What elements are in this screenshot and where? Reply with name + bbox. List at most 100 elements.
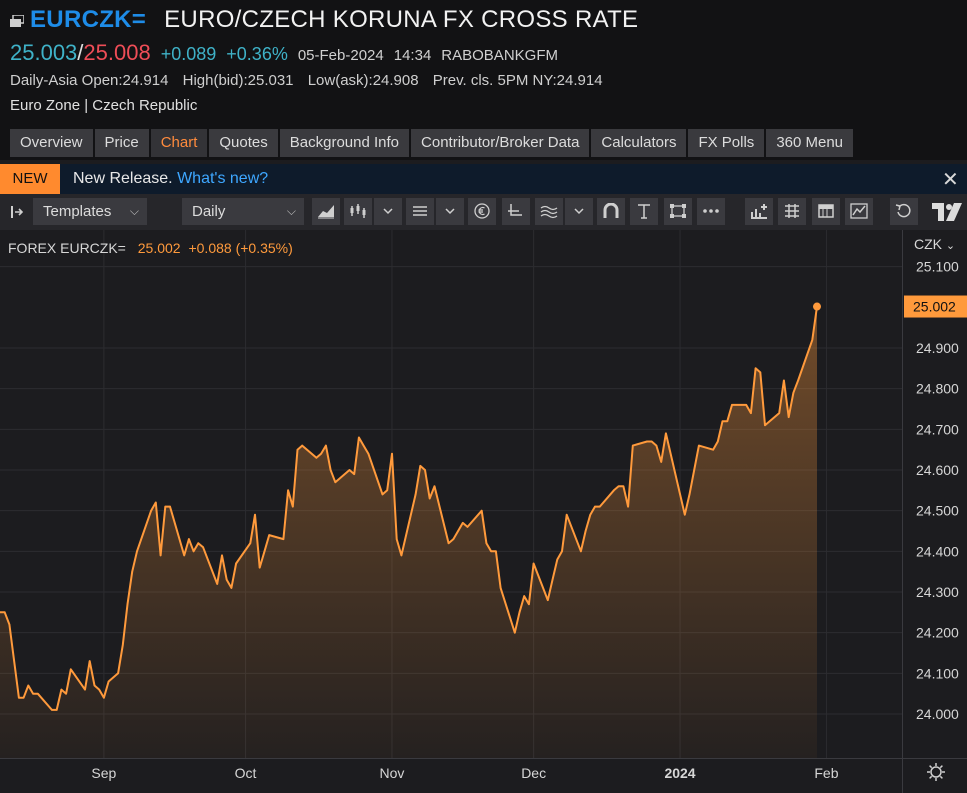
tab-price[interactable]: Price [94, 129, 149, 157]
chart-type-button[interactable] [312, 198, 340, 225]
magnet-icon [603, 202, 619, 218]
tab-contributor-broker-data[interactable]: Contributor/Broker Data [411, 129, 590, 157]
y-tick-label: 24.500 [916, 503, 959, 519]
data-point [528, 603, 530, 605]
data-point [150, 509, 152, 512]
legend-change: +0.088 (+0.35%) [188, 240, 293, 256]
data-point [688, 493, 691, 496]
tab-overview[interactable]: Overview [10, 129, 93, 157]
ric-code[interactable]: EURCZK= [30, 6, 147, 33]
legend-last-value: 25.002 [137, 240, 181, 256]
waves-icon [540, 205, 558, 219]
axes: 24.000 24.100 24.200 24.300 24.400 24.500 24.6… [0, 230, 967, 793]
tab-quotes[interactable]: Quotes [209, 129, 278, 157]
overlay-dropdown[interactable] [374, 198, 402, 225]
data-point [225, 579, 228, 581]
more-button[interactable] [697, 198, 725, 225]
price-chart[interactable]: 24.000 24.100 24.200 24.300 24.400 24.500 24.6… [0, 230, 967, 793]
data-point [37, 692, 39, 695]
data-point [655, 444, 658, 447]
data-point [414, 493, 417, 496]
data-point [8, 623, 11, 626]
studies-dropdown[interactable] [436, 198, 464, 225]
high-bid: High(bid):25.031 [182, 72, 294, 89]
tab-calculators[interactable]: Calculators [591, 129, 687, 157]
interval-dropdown[interactable]: Daily ⌵ [182, 198, 304, 225]
data-point [296, 448, 299, 451]
data-point [547, 599, 549, 601]
data-point [55, 709, 58, 711]
banner-message: New Release. What's new? [73, 170, 268, 188]
data-point [51, 709, 53, 711]
overlay-button[interactable] [344, 198, 372, 225]
series-area [0, 306, 817, 758]
data-point [693, 469, 695, 471]
tab-background-info[interactable]: Background Info [279, 129, 410, 157]
templates-dropdown[interactable]: Templates ⌵ [33, 198, 147, 225]
window-icon[interactable] [10, 15, 24, 27]
add-chart-button[interactable] [745, 198, 773, 225]
magnet-button[interactable] [597, 198, 625, 225]
bid-ask-separator: / [77, 40, 84, 65]
data-point [282, 538, 285, 540]
data-point [745, 404, 747, 406]
layout-button[interactable] [812, 198, 840, 225]
data-point [452, 538, 455, 540]
y-tick-label: 24.400 [916, 543, 959, 559]
data-point [249, 542, 252, 544]
data-point [230, 587, 233, 589]
data-point [523, 595, 525, 597]
text-tool-button[interactable] [630, 198, 658, 225]
data-point [712, 448, 714, 451]
currency-selector[interactable]: CZK ⌄ [914, 236, 955, 252]
data-point [70, 668, 72, 671]
data-point [561, 550, 563, 553]
y-tick-label: 24.800 [916, 381, 959, 397]
data-point [216, 583, 218, 585]
y-tick-label: 24.700 [916, 421, 959, 437]
data-point [731, 404, 733, 406]
data-point [400, 554, 403, 557]
data-point [159, 554, 162, 557]
drawing-tools-button[interactable] [535, 198, 563, 225]
data-point [797, 379, 799, 382]
stats-row: Daily-Asia Open:24.914 High(bid):25.031 … [10, 72, 613, 89]
y-tick-label: 24.200 [916, 625, 959, 641]
x-tick-label: 2024 [664, 765, 695, 781]
currency-button[interactable] [468, 198, 496, 225]
data-point [93, 684, 96, 687]
data-point [292, 505, 294, 508]
data-point [787, 416, 790, 418]
collapse-panel-icon[interactable] [10, 205, 24, 219]
close-icon[interactable]: ✕ [942, 169, 959, 191]
settings-icon[interactable] [926, 762, 946, 782]
drawing-tools-dropdown[interactable] [565, 198, 593, 225]
tab-fx-polls[interactable]: FX Polls [688, 129, 765, 157]
data-point [353, 473, 356, 475]
data-table-button[interactable] [778, 198, 806, 225]
data-point [650, 440, 653, 443]
crosshair-button[interactable] [502, 198, 530, 225]
tab-chart[interactable]: Chart [150, 129, 208, 157]
reset-button[interactable] [890, 198, 918, 225]
data-point [84, 688, 86, 691]
data-point [613, 489, 615, 492]
data-point [183, 554, 185, 557]
data-point [362, 444, 365, 447]
studies-button[interactable] [406, 198, 434, 225]
tab-360-menu[interactable]: 360 Menu [766, 129, 854, 157]
bid-price: 25.003 [10, 40, 78, 65]
data-point [131, 570, 133, 573]
analytics-button[interactable] [845, 198, 873, 225]
data-point [759, 371, 762, 374]
y-tick-label: 24.900 [916, 340, 959, 356]
whats-new-link[interactable]: What's new? [177, 170, 269, 187]
data-point [107, 680, 110, 683]
data-point [386, 489, 389, 492]
data-point [698, 444, 700, 447]
data-point [348, 469, 351, 471]
select-tool-button[interactable] [664, 198, 692, 225]
data-point [778, 412, 780, 414]
reset-icon [895, 203, 911, 218]
selection-icon [670, 204, 686, 218]
